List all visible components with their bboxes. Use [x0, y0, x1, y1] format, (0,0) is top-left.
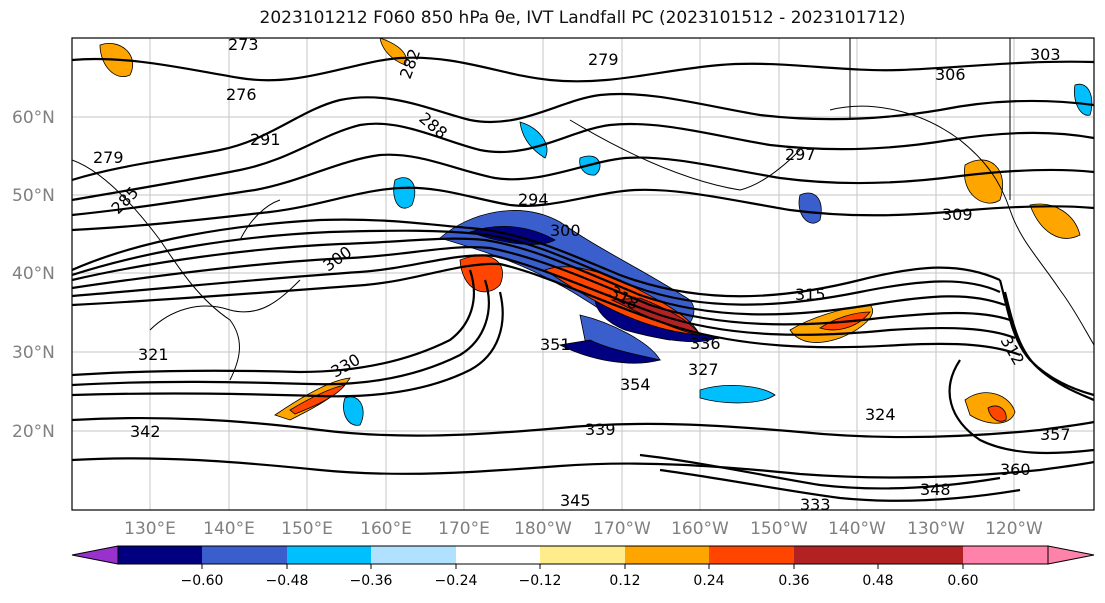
lon-label: 170°E	[438, 519, 490, 539]
colorbar-segment	[794, 546, 878, 564]
contour-label: 324	[865, 405, 896, 424]
colorbar-extend-max	[1047, 545, 1095, 565]
contour-label: 303	[1030, 45, 1061, 64]
colorbar: −0.60 −0.48 −0.36 −0.24 −0.12 0.12 0.24 …	[71, 545, 1095, 589]
contour-label: 294	[518, 190, 549, 209]
lon-label: 160°W	[671, 519, 729, 539]
contour-label: 357	[1040, 425, 1071, 444]
lon-label: 160°E	[360, 519, 412, 539]
contour-label: 348	[920, 480, 951, 499]
contour-label: 309	[942, 205, 973, 224]
colorbar-tick: 0.36	[778, 573, 809, 589]
colorbar-segment	[878, 546, 963, 564]
lon-label: 130°E	[124, 519, 176, 539]
lon-label: 170°W	[593, 519, 651, 539]
map-frame	[71, 37, 1095, 511]
contour-label: 360	[1000, 460, 1031, 479]
contour-label: 279	[93, 148, 124, 167]
contour-label: 300	[550, 221, 581, 240]
colorbar-segment	[371, 546, 456, 564]
colorbar-tick: 0.24	[693, 573, 724, 589]
contour-label: 321	[138, 345, 169, 364]
colorbar-segment	[202, 546, 287, 564]
lon-label: 130°W	[907, 519, 965, 539]
lat-label: 40°N	[12, 264, 55, 284]
contour-label: 279	[588, 50, 619, 69]
contour-label: 273	[228, 35, 259, 54]
colorbar-tick: −0.24	[435, 573, 478, 589]
latitude-labels: 60°N 50°N 40°N 30°N 20°N	[12, 108, 55, 442]
contour-label: 333	[800, 495, 831, 514]
colorbar-tick: −0.36	[350, 573, 393, 589]
lon-label: 150°E	[281, 519, 333, 539]
contour-label: 315	[795, 285, 826, 304]
colorbar-extend-min	[71, 545, 119, 565]
colorbar-segment	[625, 546, 709, 564]
colorbar-segment	[540, 546, 625, 564]
colorbar-segment	[287, 546, 371, 564]
lon-label: 180°W	[514, 519, 572, 539]
colorbar-tick: 0.60	[947, 573, 978, 589]
lon-label: 140°E	[203, 519, 255, 539]
contour-label: 339	[585, 420, 616, 439]
contour-label: 306	[935, 65, 966, 84]
colorbar-segment	[709, 546, 794, 564]
colorbar-tick: 0.12	[609, 573, 640, 589]
contour-label: 336	[690, 334, 721, 353]
lat-label: 20°N	[12, 422, 55, 442]
contour-label: 351	[540, 335, 571, 354]
contour-label: 276	[226, 85, 257, 104]
lon-label: 150°W	[750, 519, 808, 539]
longitude-labels: 130°E 140°E 150°E 160°E 170°E 180°W 170°…	[124, 519, 1043, 539]
coastlines	[72, 38, 1094, 381]
colorbar-segment	[456, 546, 540, 564]
colorbar-tick: −0.12	[519, 573, 562, 589]
graticule	[72, 38, 1094, 510]
contour-label: 291	[250, 130, 281, 149]
colorbar-frame	[117, 545, 1049, 565]
lat-label: 50°N	[12, 186, 55, 206]
map-title: 2023101212 F060 850 hPa θe, IVT Landfall…	[259, 8, 906, 28]
theta-e-contours	[72, 56, 1094, 502]
contour-label: 342	[130, 422, 161, 441]
lon-label: 140°W	[828, 519, 886, 539]
lat-label: 60°N	[12, 108, 55, 128]
contour-label: 345	[560, 491, 591, 510]
colorbar-tick: −0.48	[266, 573, 309, 589]
lon-label: 120°W	[985, 519, 1043, 539]
contour-label: 297	[785, 145, 816, 164]
contour-label: 327	[688, 360, 719, 379]
colorbar-tick: −0.60	[181, 573, 224, 589]
contour-label: 354	[620, 375, 651, 394]
colorbar-segment	[963, 546, 1048, 564]
colorbar-tick: 0.48	[862, 573, 893, 589]
lat-label: 30°N	[12, 343, 55, 363]
colorbar-segment	[118, 546, 202, 564]
